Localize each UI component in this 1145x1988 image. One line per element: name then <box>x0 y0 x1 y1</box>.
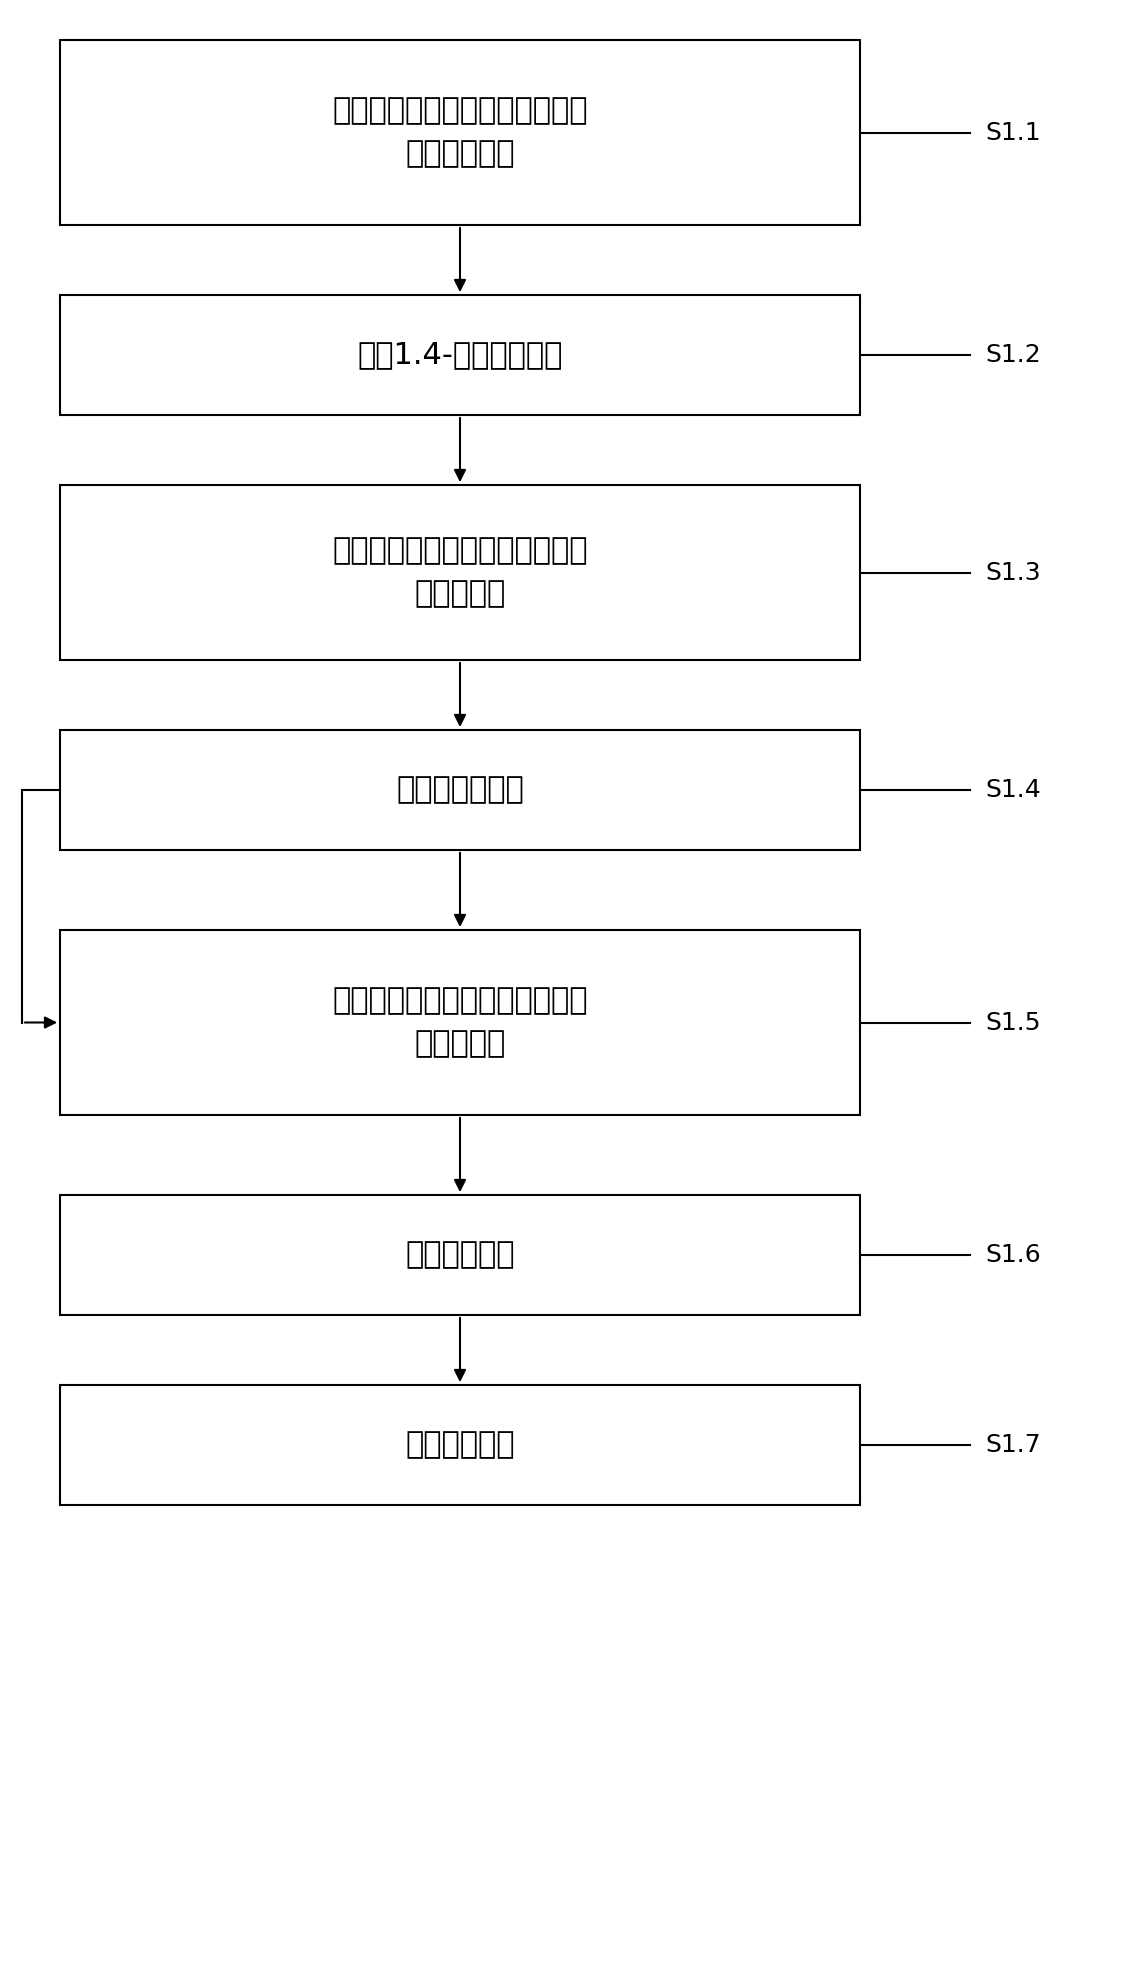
Text: 羧酸类化合物: 羧酸类化合物 <box>405 1431 515 1459</box>
Bar <box>60 930 860 1115</box>
Text: S1.3: S1.3 <box>985 561 1041 584</box>
Text: S1.6: S1.6 <box>985 1242 1041 1266</box>
Text: 过滤得到的固体加入氢氧化钠水
溶液中反应: 过滤得到的固体加入氢氧化钠水 溶液中反应 <box>332 537 587 608</box>
Bar <box>60 40 860 225</box>
Text: 加入盐酸至酸性: 加入盐酸至酸性 <box>396 775 524 805</box>
Text: 加入1.4-二氧六环反应: 加入1.4-二氧六环反应 <box>357 340 562 370</box>
Text: S1.2: S1.2 <box>985 344 1041 368</box>
Text: 酰基类化合物、硫和吗啡啉在氮
气保护下反应: 酰基类化合物、硫和吗啡啉在氮 气保护下反应 <box>332 97 587 169</box>
Text: S1.5: S1.5 <box>985 1010 1041 1034</box>
Bar <box>60 1195 860 1314</box>
Text: S1.1: S1.1 <box>985 121 1041 145</box>
Bar <box>60 730 860 851</box>
Text: 将过滤得到的固体溶解在氢氧化
钠水溶液中: 将过滤得到的固体溶解在氢氧化 钠水溶液中 <box>332 986 587 1058</box>
Bar <box>60 1386 860 1505</box>
Text: S1.4: S1.4 <box>985 777 1041 801</box>
Text: 加入盐酸沉淀: 加入盐酸沉淀 <box>405 1241 515 1270</box>
Bar <box>60 294 860 415</box>
Text: S1.7: S1.7 <box>985 1433 1041 1457</box>
Bar <box>60 485 860 660</box>
